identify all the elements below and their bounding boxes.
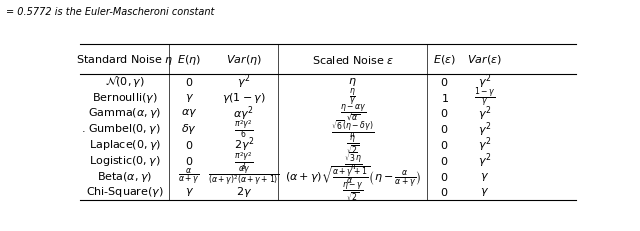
Text: $2\gamma$: $2\gamma$ <box>236 185 252 199</box>
Text: $0$: $0$ <box>440 76 449 88</box>
Text: $\mathcal{N}(0,\gamma)$: $\mathcal{N}(0,\gamma)$ <box>105 74 145 89</box>
Text: $\alpha\gamma^2$: $\alpha\gamma^2$ <box>234 104 254 123</box>
Text: $\alpha\gamma$: $\alpha\gamma$ <box>181 107 197 119</box>
Text: $\gamma^2$: $\gamma^2$ <box>477 104 491 123</box>
Text: $2\gamma^2$: $2\gamma^2$ <box>234 136 254 154</box>
Text: $\frac{\eta}{\gamma}$: $\frac{\eta}{\gamma}$ <box>349 87 356 108</box>
Text: $\frac{\pi^2\gamma^2}{3}$: $\frac{\pi^2\gamma^2}{3}$ <box>234 150 253 172</box>
Text: $0$: $0$ <box>185 139 193 151</box>
Text: $\frac{\sqrt{3}\eta}{\pi}$: $\frac{\sqrt{3}\eta}{\pi}$ <box>344 150 362 172</box>
Text: $\delta\gamma$: $\delta\gamma$ <box>181 122 197 136</box>
Text: $\gamma^2$: $\gamma^2$ <box>477 136 491 154</box>
Text: $\frac{\alpha\gamma}{(\alpha+\gamma)^2(\alpha+\gamma+1)}$: $\frac{\alpha\gamma}{(\alpha+\gamma)^2(\… <box>208 164 279 189</box>
Text: $1$: $1$ <box>440 92 449 104</box>
Text: $Var(\eta)$: $Var(\eta)$ <box>226 53 262 67</box>
Text: $\gamma^2$: $\gamma^2$ <box>237 73 250 91</box>
Text: $\mathrm{Laplace}(0,\gamma)$: $\mathrm{Laplace}(0,\gamma)$ <box>88 138 161 152</box>
Text: $\mathrm{Gumbel}(0,\gamma)$: $\mathrm{Gumbel}(0,\gamma)$ <box>88 122 161 136</box>
Text: $\gamma$: $\gamma$ <box>480 186 489 198</box>
Text: $\gamma$: $\gamma$ <box>480 170 489 182</box>
Text: $0$: $0$ <box>440 155 449 167</box>
Text: $.$: $.$ <box>81 124 89 134</box>
Text: $0$: $0$ <box>185 76 193 88</box>
Text: $\frac{\pi^2\gamma^2}{6}$: $\frac{\pi^2\gamma^2}{6}$ <box>234 119 253 140</box>
Text: $\mathrm{Bernoulli}(\gamma)$: $\mathrm{Bernoulli}(\gamma)$ <box>92 91 157 105</box>
Text: $\gamma^2$: $\gamma^2$ <box>477 73 491 91</box>
Text: $E(\eta)$: $E(\eta)$ <box>177 53 201 67</box>
Text: $0$: $0$ <box>440 170 449 182</box>
Text: $0$: $0$ <box>440 123 449 135</box>
Text: $\frac{1-\gamma}{\gamma}$: $\frac{1-\gamma}{\gamma}$ <box>474 86 495 110</box>
Text: $0$: $0$ <box>440 186 449 198</box>
Text: $(\alpha+\gamma)\sqrt{\frac{\alpha+\gamma+1}{\alpha}}\left(\eta-\frac{\alpha}{\a: $(\alpha+\gamma)\sqrt{\frac{\alpha+\gamm… <box>285 164 421 189</box>
Text: $\mathrm{Chi\text{-}Square}(\gamma)$: $\mathrm{Chi\text{-}Square}(\gamma)$ <box>86 185 163 199</box>
Text: $\gamma(1-\gamma)$: $\gamma(1-\gamma)$ <box>222 91 266 105</box>
Text: $\frac{\eta}{\sqrt{2}}$: $\frac{\eta}{\sqrt{2}}$ <box>346 133 360 157</box>
Text: $\gamma$: $\gamma$ <box>184 92 194 104</box>
Text: $\frac{\sqrt{6}(\eta-\delta\gamma)}{\pi}$: $\frac{\sqrt{6}(\eta-\delta\gamma)}{\pi}… <box>332 118 374 140</box>
Text: $\gamma$: $\gamma$ <box>184 186 194 198</box>
Text: $0$: $0$ <box>185 155 193 167</box>
Text: $E(\epsilon)$: $E(\epsilon)$ <box>433 53 456 66</box>
Text: $\eta$: $\eta$ <box>348 76 357 88</box>
Text: $\frac{\eta-\alpha\gamma}{\sqrt{\alpha}}$: $\frac{\eta-\alpha\gamma}{\sqrt{\alpha}}… <box>340 103 366 124</box>
Text: $\gamma^2$: $\gamma^2$ <box>477 120 491 139</box>
Text: $\mathrm{Beta}(\alpha,\gamma)$: $\mathrm{Beta}(\alpha,\gamma)$ <box>97 170 152 184</box>
Text: $\gamma^2$: $\gamma^2$ <box>477 152 491 170</box>
Text: $\mathrm{Gamma}(\alpha,\gamma)$: $\mathrm{Gamma}(\alpha,\gamma)$ <box>88 106 161 120</box>
Text: $\frac{\eta-\gamma}{\sqrt{2}}$: $\frac{\eta-\gamma}{\sqrt{2}}$ <box>342 180 364 204</box>
Text: $0$: $0$ <box>440 139 449 151</box>
Text: $Var(\epsilon)$: $Var(\epsilon)$ <box>467 53 502 66</box>
Text: $\mathrm{Logistic}(0,\gamma)$: $\mathrm{Logistic}(0,\gamma)$ <box>89 154 161 168</box>
Text: = 0.5772 is the Euler-Mascheroni constant: = 0.5772 is the Euler-Mascheroni constan… <box>6 7 215 17</box>
Text: $0$: $0$ <box>440 107 449 119</box>
Text: $\frac{\alpha}{\alpha+\gamma}$: $\frac{\alpha}{\alpha+\gamma}$ <box>179 166 200 187</box>
Text: Standard Noise $\eta$: Standard Noise $\eta$ <box>76 53 173 67</box>
Text: Scaled Noise $\epsilon$: Scaled Noise $\epsilon$ <box>312 54 394 66</box>
